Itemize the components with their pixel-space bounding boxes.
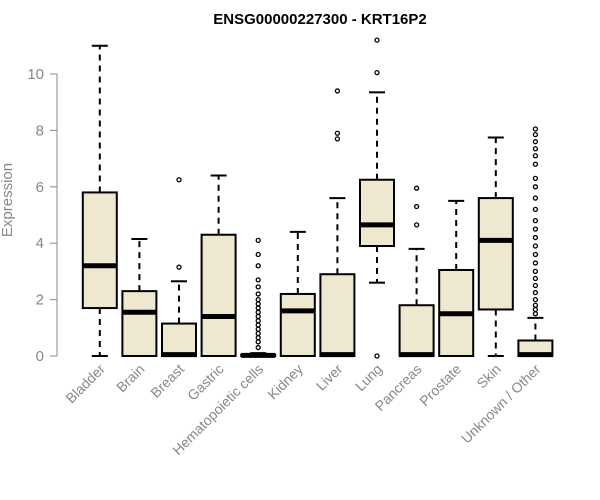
x-tick-label: Prostate — [416, 361, 464, 409]
x-tick-label: Kidney — [264, 361, 306, 403]
boxes-group — [81, 37, 554, 359]
outlier-point — [532, 296, 539, 303]
box-11 — [517, 126, 554, 358]
outlier-point — [255, 305, 261, 311]
box-10 — [477, 136, 514, 357]
y-axis: 0 2 4 6 8 10 — [27, 66, 58, 365]
outlier-point — [532, 153, 539, 159]
outlier-point — [255, 301, 261, 307]
outlier-point — [532, 195, 539, 201]
outlier-point — [532, 289, 539, 296]
outlier-point — [255, 322, 261, 328]
y-tick-label: 0 — [36, 348, 44, 365]
box-2 — [161, 177, 197, 358]
outlier-point — [255, 326, 261, 332]
box-8 — [398, 185, 435, 358]
outlier-point — [255, 330, 261, 337]
chart-title: ENSG00000227300 - KRT16P2 — [213, 11, 426, 28]
outlier-point — [334, 88, 341, 94]
outlier-point — [532, 251, 539, 258]
outlier-point — [532, 126, 539, 132]
outlier-point — [374, 69, 380, 76]
outlier-point — [255, 309, 261, 315]
outlier-point — [532, 184, 539, 190]
outlier-point — [374, 37, 380, 43]
box-6 — [319, 88, 356, 358]
box-body — [81, 191, 118, 310]
y-tick-label: 4 — [36, 235, 44, 252]
outlier-point — [532, 217, 539, 224]
outlier-point — [255, 335, 261, 341]
outlier-point — [255, 344, 261, 351]
box-0 — [81, 44, 118, 357]
x-tick-label: Lung — [352, 361, 385, 394]
outlier-point — [532, 139, 539, 145]
outlier-point — [176, 177, 182, 183]
outlier-point — [255, 318, 261, 324]
outlier-point — [532, 275, 539, 282]
outlier-point — [255, 339, 261, 345]
outlier-point — [334, 130, 341, 136]
outlier-point — [255, 296, 261, 303]
x-tick-label: Brain — [113, 361, 147, 395]
y-tick-label: 6 — [36, 179, 44, 196]
outlier-point — [532, 175, 539, 181]
box-3 — [200, 174, 237, 358]
outlier-point — [255, 291, 261, 297]
outlier-point — [532, 206, 539, 213]
outlier-point — [532, 306, 539, 313]
outlier-point — [255, 313, 261, 320]
outlier-point — [413, 185, 420, 191]
outlier-point — [532, 161, 539, 167]
box-body — [398, 304, 435, 357]
box-body — [121, 290, 158, 358]
outlier-point — [532, 243, 539, 249]
outlier-point — [532, 268, 539, 275]
x-tick-label: Breast — [147, 361, 187, 401]
outlier-point — [255, 237, 261, 244]
y-tick-label: 10 — [27, 66, 44, 83]
outlier-point — [255, 263, 261, 269]
outlier-point — [176, 264, 182, 270]
box-body — [359, 178, 395, 248]
outlier-point — [532, 226, 539, 232]
outlier-point — [532, 146, 539, 152]
outlier-point — [532, 311, 539, 317]
box-body — [200, 233, 237, 358]
box-1 — [121, 237, 158, 358]
outlier-point — [255, 277, 261, 283]
outlier-point — [532, 302, 539, 308]
outlier-point — [532, 260, 539, 266]
outlier-point — [532, 131, 539, 138]
x-tick-label: Skin — [473, 361, 504, 392]
outlier-point — [334, 136, 341, 142]
x-tick-label: Liver — [313, 361, 346, 394]
outlier-point — [255, 284, 261, 290]
x-tick-label: Bladder — [62, 361, 108, 407]
box-body — [161, 322, 197, 358]
outlier-point — [413, 203, 420, 210]
box-9 — [438, 199, 475, 357]
y-tick-label: 8 — [36, 122, 44, 139]
y-axis-label: Expression — [0, 163, 16, 237]
outlier-point — [413, 222, 420, 228]
box-body — [477, 197, 514, 311]
box-body — [319, 273, 356, 357]
outlier-point — [374, 353, 380, 359]
y-tick-label: 2 — [36, 292, 44, 309]
outlier-point — [532, 234, 539, 241]
box-7 — [359, 37, 395, 359]
box-4 — [240, 237, 277, 358]
outlier-point — [532, 282, 539, 289]
box-5 — [279, 230, 316, 357]
outlier-point — [255, 251, 261, 258]
box-body — [279, 292, 316, 357]
